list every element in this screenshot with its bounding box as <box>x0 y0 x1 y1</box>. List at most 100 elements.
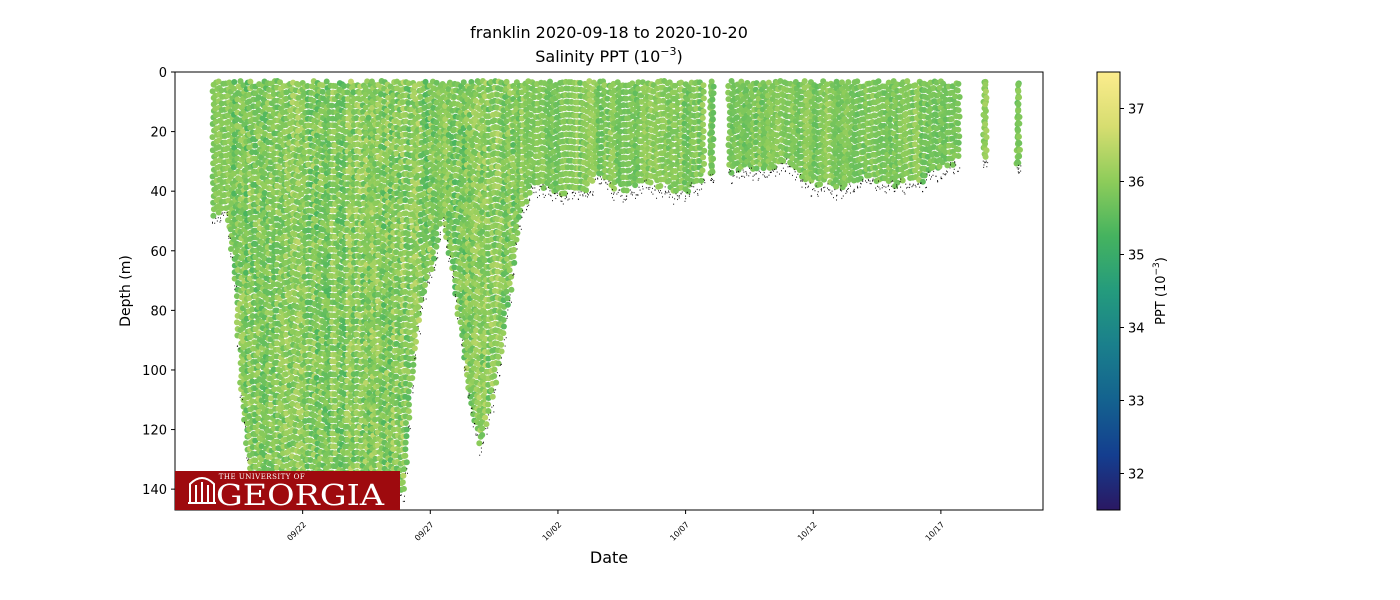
chart-title: franklin 2020-09-18 to 2020-10-20 <box>470 23 748 42</box>
data-point <box>255 133 262 140</box>
data-point <box>401 466 408 473</box>
data-point <box>209 88 216 95</box>
data-point <box>409 374 416 381</box>
data-point <box>243 440 250 447</box>
data-point <box>406 381 413 388</box>
data-point <box>215 111 222 118</box>
data-point <box>479 431 486 438</box>
data-points <box>209 77 1023 501</box>
data-point <box>246 340 253 347</box>
subtitle-main: Salinity PPT (10 <box>535 47 660 66</box>
data-point <box>230 210 237 217</box>
data-point <box>227 245 234 252</box>
data-point <box>233 293 240 300</box>
data-point <box>210 212 217 219</box>
data-point <box>500 310 507 317</box>
data-point <box>421 288 428 295</box>
data-point <box>488 387 495 394</box>
data-point <box>237 241 244 248</box>
data-point <box>255 94 262 101</box>
data-point <box>252 437 259 444</box>
data-point <box>243 184 250 191</box>
data-point <box>402 452 409 459</box>
data-point <box>252 142 259 149</box>
data-point <box>230 85 237 92</box>
data-point <box>258 298 265 305</box>
data-point <box>500 330 507 337</box>
data-point <box>433 230 440 237</box>
data-point <box>506 280 513 287</box>
data-point <box>405 395 412 402</box>
data-point <box>252 241 259 248</box>
data-point <box>429 249 436 256</box>
data-point <box>504 301 511 308</box>
data-point <box>249 306 256 313</box>
data-point <box>249 398 256 405</box>
data-point <box>247 78 254 85</box>
data-point <box>483 421 490 428</box>
subtitle-exponent: −3 <box>660 45 676 58</box>
data-point <box>231 79 238 86</box>
plot-area <box>209 77 1023 509</box>
data-point <box>402 446 409 453</box>
data-point <box>489 393 496 400</box>
data-point <box>423 273 430 280</box>
data-point <box>246 91 253 98</box>
data-point <box>218 100 225 107</box>
data-point <box>409 368 416 375</box>
data-point <box>218 205 225 212</box>
data-point <box>436 220 443 227</box>
data-point <box>242 204 249 211</box>
data-point <box>243 177 250 184</box>
data-point <box>255 415 262 422</box>
data-point <box>415 304 422 311</box>
data-point <box>498 348 505 355</box>
data-point <box>249 378 256 385</box>
data-point <box>485 401 492 408</box>
data-point <box>225 118 232 125</box>
data-point <box>236 163 243 170</box>
data-point <box>411 332 418 339</box>
data-point <box>413 338 420 345</box>
data-point <box>433 243 440 250</box>
data-point <box>243 269 250 276</box>
data-point <box>428 266 435 273</box>
data-point <box>498 341 505 348</box>
data-point <box>400 485 407 492</box>
data-point <box>219 120 226 127</box>
data-point <box>402 439 409 446</box>
data-point <box>415 310 422 317</box>
data-point <box>249 280 256 287</box>
data-point <box>255 362 262 369</box>
chart-subtitle: Salinity PPT (10−3) <box>535 45 683 66</box>
data-point <box>415 317 422 324</box>
data-point <box>252 214 259 221</box>
data-point <box>500 323 507 330</box>
data-point <box>218 87 225 94</box>
data-point <box>491 366 498 373</box>
data-point <box>231 144 238 151</box>
data-point <box>482 414 489 421</box>
data-point <box>405 408 412 415</box>
data-point <box>215 144 222 151</box>
data-point <box>405 388 412 395</box>
data-point <box>491 373 498 380</box>
data-point <box>399 479 406 486</box>
data-point <box>403 433 410 440</box>
data-point <box>493 379 500 386</box>
data-point <box>249 319 256 326</box>
data-point <box>405 401 412 408</box>
data-point <box>410 361 417 368</box>
data-point <box>495 353 502 360</box>
subtitle-close: ) <box>677 47 683 66</box>
data-point <box>225 131 232 138</box>
data-point <box>411 345 418 352</box>
data-point <box>506 267 513 274</box>
data-point <box>406 414 413 421</box>
data-point <box>402 419 409 426</box>
data-point <box>500 316 507 323</box>
data-point <box>230 236 237 243</box>
data-point <box>403 459 410 466</box>
data-point <box>240 331 247 338</box>
